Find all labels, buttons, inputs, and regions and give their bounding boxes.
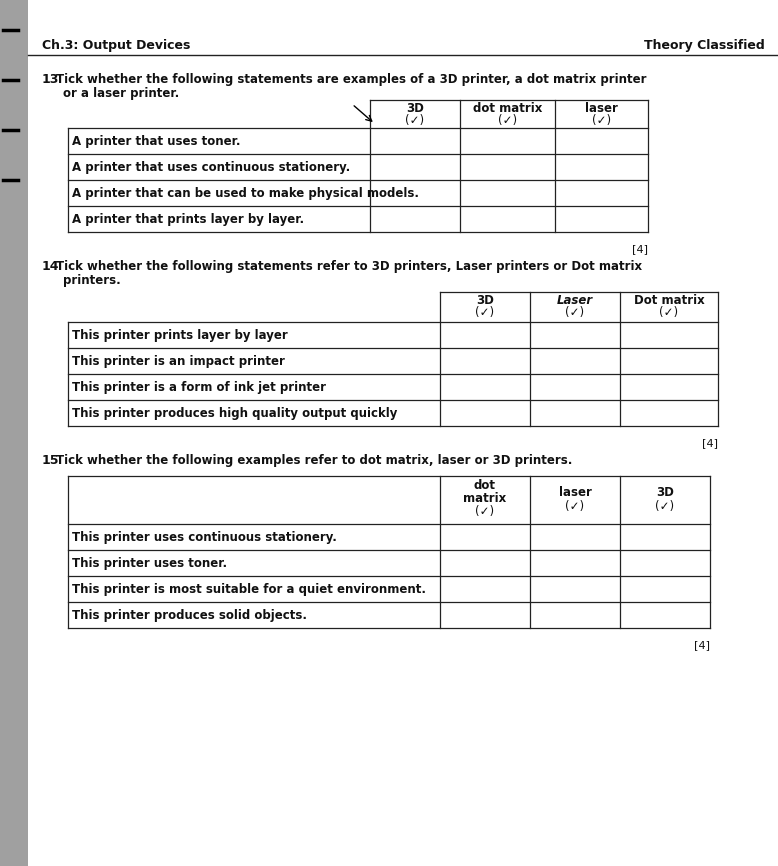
Text: This printer uses continuous stationery.: This printer uses continuous stationery. [72,531,337,544]
Text: or a laser printer.: or a laser printer. [63,87,179,100]
Text: 13: 13 [42,73,59,86]
Text: printers.: printers. [63,274,121,287]
Text: Tick whether the following statements refer to 3D printers, Laser printers or Do: Tick whether the following statements re… [56,260,642,273]
Text: This printer is an impact printer: This printer is an impact printer [72,354,285,367]
Text: This printer prints layer by layer: This printer prints layer by layer [72,328,288,341]
Text: [4]: [4] [702,438,718,448]
Text: (✓): (✓) [592,114,611,127]
Text: This printer is a form of ink jet printer: This printer is a form of ink jet printe… [72,380,326,393]
Text: (✓): (✓) [655,500,675,513]
Bar [0,0,28,866]
Text: [4]: [4] [632,244,648,254]
Text: A printer that uses continuous stationery.: A printer that uses continuous stationer… [72,160,350,173]
Text: This printer uses toner.: This printer uses toner. [72,557,227,570]
Text: (✓): (✓) [660,306,678,319]
Text: Tick whether the following statements are examples of a 3D printer, a dot matrix: Tick whether the following statements ar… [56,73,647,86]
Text: matrix: matrix [464,492,506,505]
Text: 3D: 3D [476,294,494,307]
Text: (✓): (✓) [405,114,425,127]
Text: Tick whether the following examples refer to dot matrix, laser or 3D printers.: Tick whether the following examples refe… [56,454,573,467]
Text: A printer that uses toner.: A printer that uses toner. [72,134,240,147]
Text: dot: dot [474,479,496,492]
Text: 14: 14 [42,260,59,273]
Text: Laser: Laser [557,294,593,307]
Text: 3D: 3D [406,102,424,115]
Text: (✓): (✓) [475,505,495,518]
Text: A printer that can be used to make physical models.: A printer that can be used to make physi… [72,186,419,199]
Text: dot matrix: dot matrix [473,102,542,115]
Text: A printer that prints layer by layer.: A printer that prints layer by layer. [72,212,304,225]
Text: laser: laser [585,102,618,115]
Text: This printer produces high quality output quickly: This printer produces high quality outpu… [72,406,398,419]
Text: laser: laser [559,486,591,499]
Text: (✓): (✓) [498,114,517,127]
Text: Theory Classified: Theory Classified [644,38,765,51]
Text: (✓): (✓) [566,306,584,319]
Text: This printer is most suitable for a quiet environment.: This printer is most suitable for a quie… [72,583,426,596]
Text: Ch.3: Output Devices: Ch.3: Output Devices [42,38,191,51]
Text: 15: 15 [42,454,59,467]
Text: This printer produces solid objects.: This printer produces solid objects. [72,609,307,622]
Text: Dot matrix: Dot matrix [633,294,704,307]
Text: (✓): (✓) [566,500,584,513]
Text: (✓): (✓) [475,306,495,319]
Text: [4]: [4] [694,640,710,650]
Text: 3D: 3D [656,486,674,499]
